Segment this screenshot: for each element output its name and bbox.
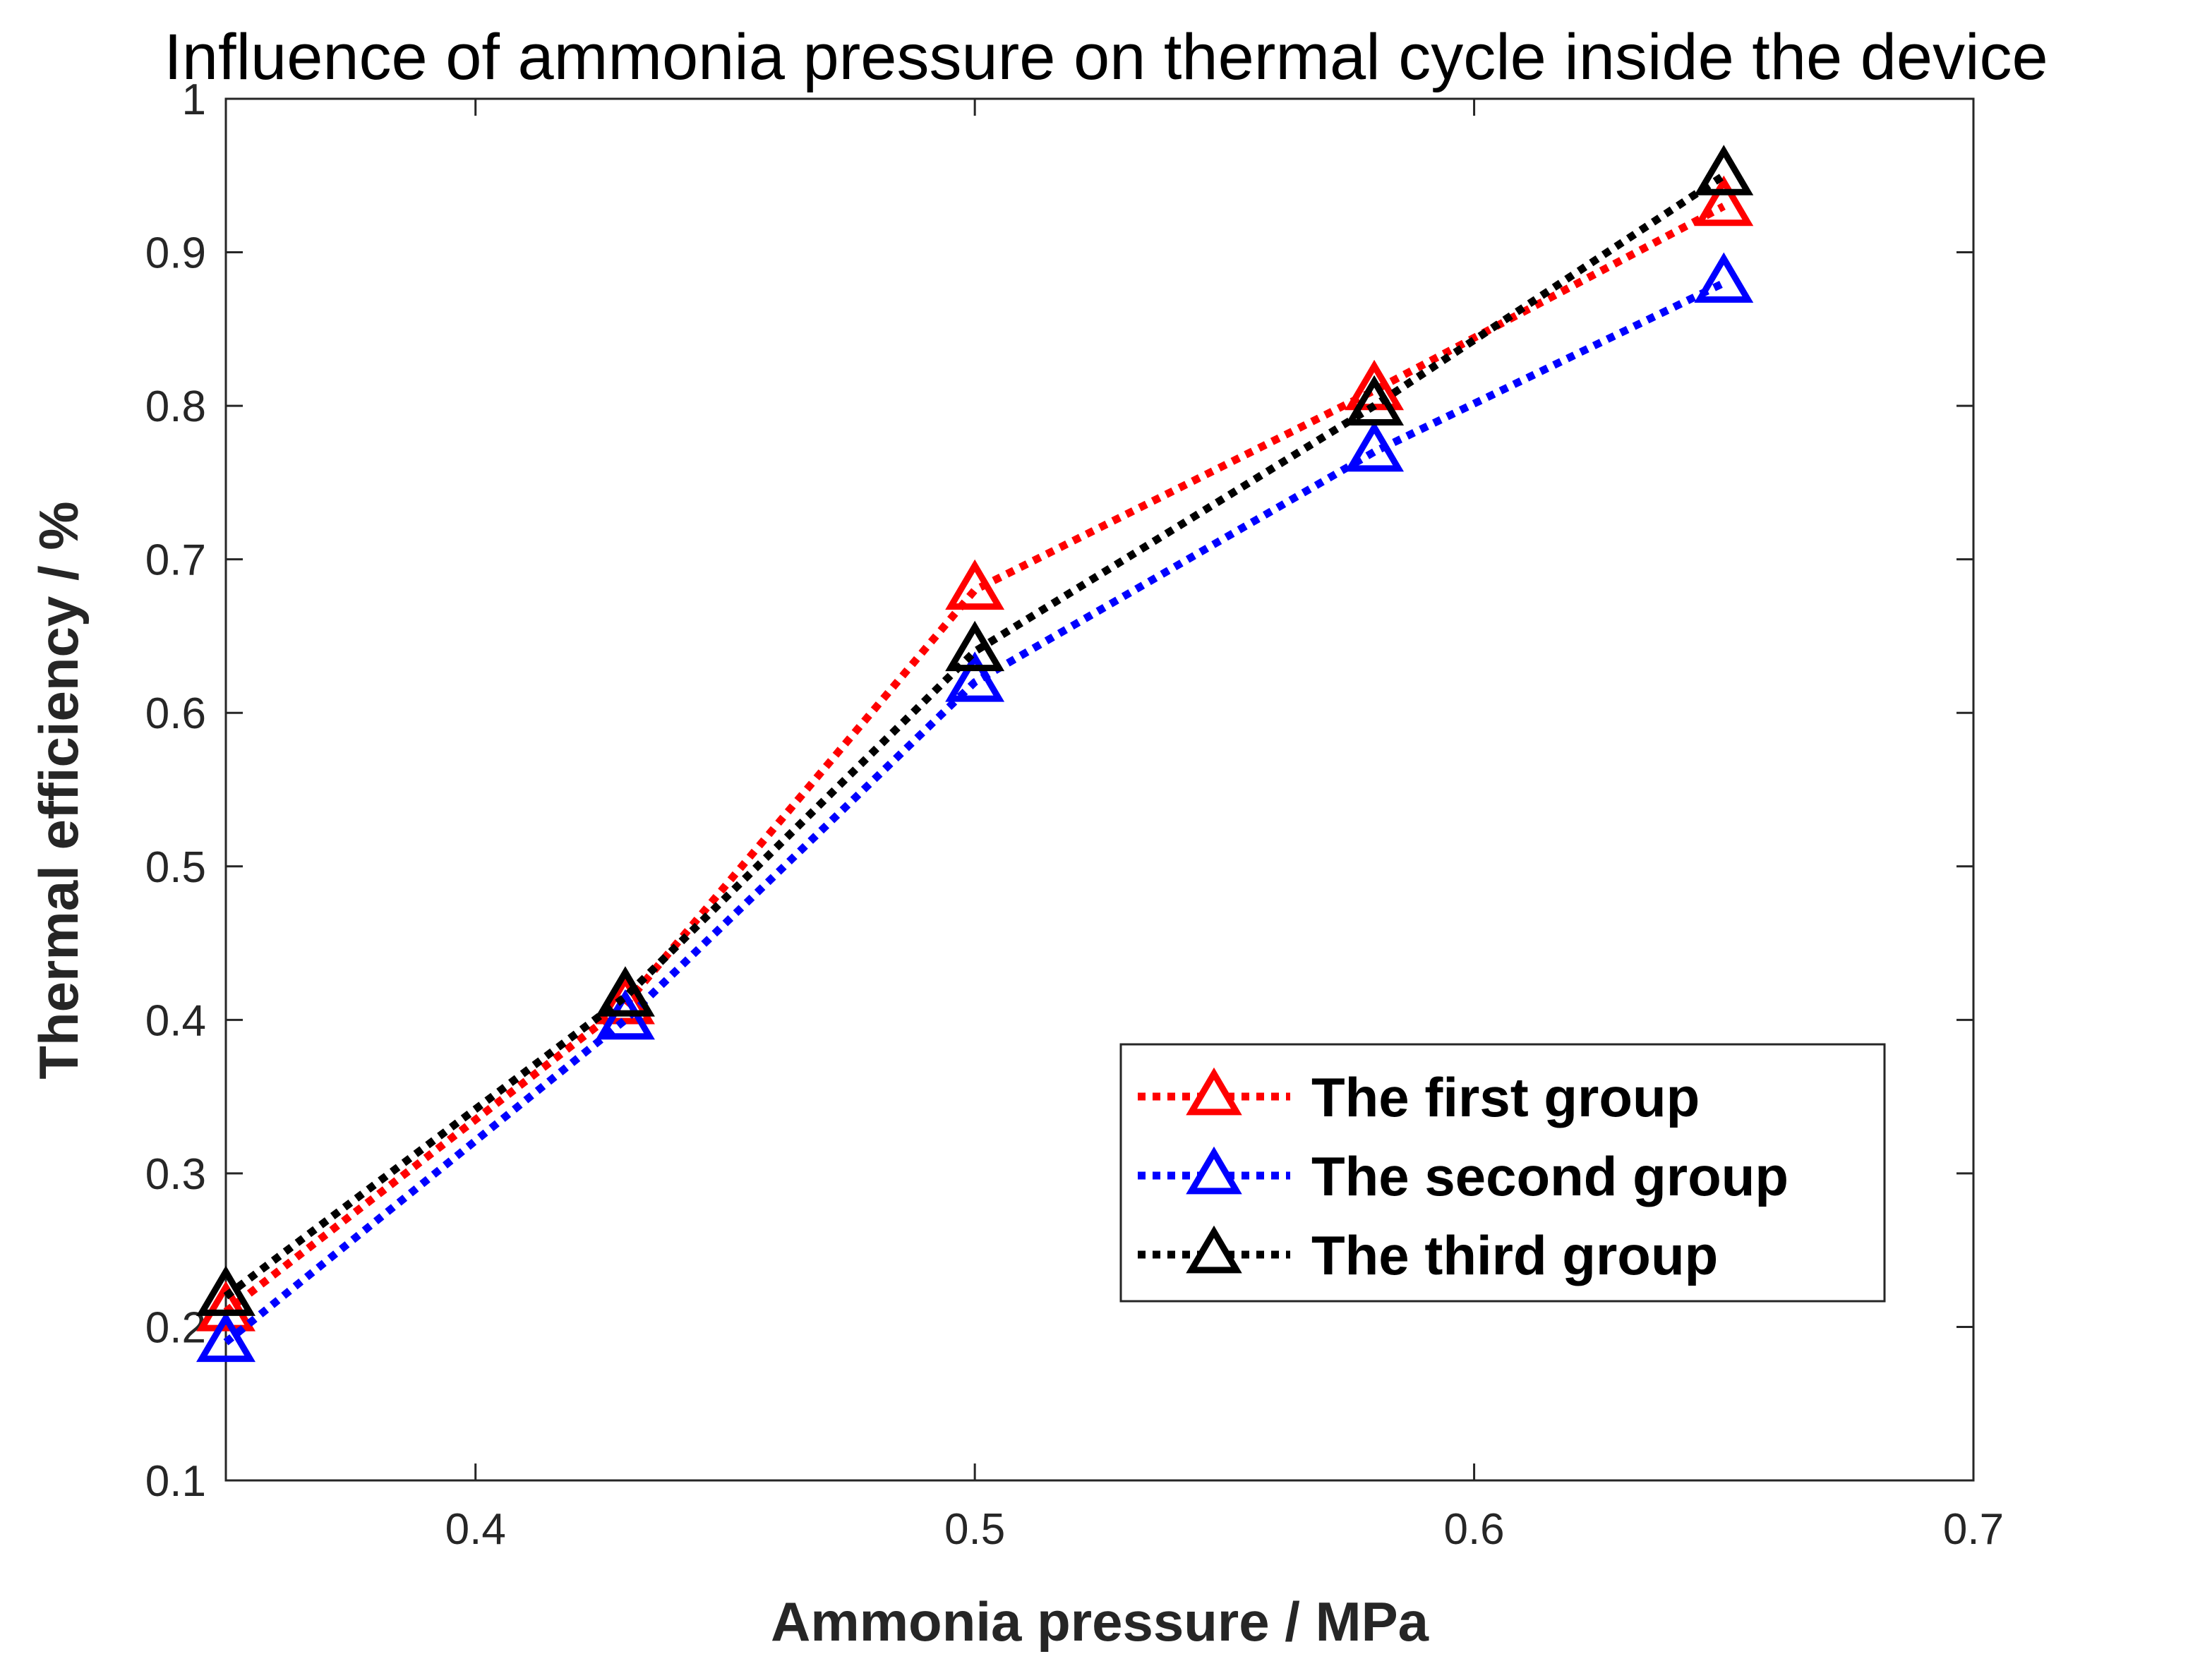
series-1-point xyxy=(595,974,655,1025)
series-3-point xyxy=(945,620,1005,672)
series-3-point xyxy=(1345,375,1405,426)
legend-item-2-marker xyxy=(1186,1146,1242,1195)
series-2-line xyxy=(223,279,1726,1346)
y-tick-label: 0.4 xyxy=(145,996,206,1045)
legend-item-3-marker xyxy=(1186,1225,1242,1274)
series-3-point xyxy=(196,1265,256,1316)
y-axis-label: Thermal efficiency / % xyxy=(28,501,90,1079)
x-tick-label: 0.5 xyxy=(944,1505,1005,1554)
series-2-point xyxy=(196,1311,256,1363)
x-tick-label: 0.6 xyxy=(1443,1505,1504,1554)
y-tick-label: 0.6 xyxy=(145,689,206,738)
plot-area: 0.4 0.5 0.6 0.7 0.1 0.2 0.3 0.4 0.5 0.6 0.7 0.8 0.9 1 xyxy=(145,76,2004,1554)
series-2-point xyxy=(945,651,1005,702)
y-tick-label: 0.8 xyxy=(145,382,206,431)
legend: The first group The second group The third… xyxy=(1119,1043,1886,1303)
legend-item-2-label: The second group xyxy=(1311,1145,1789,1207)
y-tick-label: 0.2 xyxy=(145,1303,206,1352)
series-3-line xyxy=(223,172,1726,1300)
series-1-point xyxy=(196,1281,256,1332)
x-tick-label: 0.4 xyxy=(445,1505,506,1554)
legend-item-3-label: The third group xyxy=(1311,1224,1718,1286)
series-3-point xyxy=(595,966,655,1017)
series-2-point xyxy=(1345,421,1405,472)
legend-item-1-marker xyxy=(1186,1067,1242,1116)
legend-item-1-label: The first group xyxy=(1311,1066,1700,1128)
y-tick-label: 0.5 xyxy=(145,843,206,892)
x-tick-label: 0.7 xyxy=(1943,1505,2004,1554)
y-tick-label: 1 xyxy=(182,76,206,124)
series-3-point xyxy=(1694,145,1754,195)
y-tick-label: 0.7 xyxy=(145,536,206,585)
series-1-point xyxy=(945,559,1005,610)
y-tick-label: 0.3 xyxy=(145,1150,206,1199)
x-axis-label: Ammonia pressure / MPa xyxy=(771,1590,1429,1653)
series-1-point xyxy=(1694,175,1754,227)
chart-title: Influence of ammonia pressure on thermal… xyxy=(164,21,2048,93)
series-2-point xyxy=(1694,252,1754,303)
y-tick-label: 0.9 xyxy=(145,229,206,278)
y-tick-label: 0.1 xyxy=(145,1457,206,1506)
